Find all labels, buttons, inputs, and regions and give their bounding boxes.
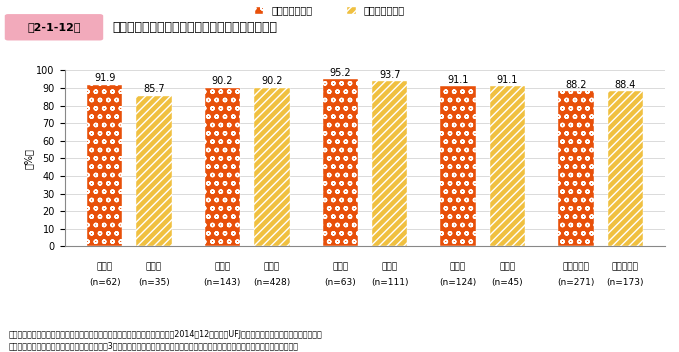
Bar (490, 86, 526, 246)
Text: (n=124): (n=124) (439, 278, 477, 287)
Bar (136, 95, 172, 246)
Text: 建設業: 建設業 (96, 262, 113, 271)
Text: 88.4: 88.4 (614, 80, 636, 89)
Text: 91.1: 91.1 (447, 75, 469, 85)
Bar (372, 81, 407, 246)
Text: (n=63): (n=63) (325, 278, 356, 287)
Text: 製造業: 製造業 (264, 262, 280, 271)
Text: 小売業: 小売業 (500, 262, 515, 271)
Text: (n=35): (n=35) (139, 278, 170, 287)
Text: 93.7: 93.7 (379, 70, 401, 80)
Bar (441, 86, 476, 246)
Text: 90.2: 90.2 (212, 76, 233, 86)
Text: 90.2: 90.2 (261, 76, 282, 86)
Bar (205, 88, 240, 246)
Text: 85.7: 85.7 (143, 84, 165, 94)
Bar (558, 91, 593, 246)
Bar (323, 79, 358, 246)
Text: （注）　「イノベーション活動状況」は、過去3年間に、プロダクト・イノベーション、プロセス・イノベーションのいずれかの項目の: （注） 「イノベーション活動状況」は、過去3年間に、プロダクト・イノベーション、… (8, 341, 298, 351)
Text: (n=143): (n=143) (204, 278, 241, 287)
Text: 製造業: 製造業 (215, 262, 230, 271)
Text: 需要志向型別に見たイノベーションの達成の状況: 需要志向型別に見たイノベーションの達成の状況 (112, 21, 277, 34)
Text: 第2-1-12図: 第2-1-12図 (27, 22, 81, 32)
Text: (n=45): (n=45) (492, 278, 524, 287)
Text: 卸売業: 卸売業 (332, 262, 348, 271)
Text: 小売業: 小売業 (450, 262, 466, 271)
Text: 95.2: 95.2 (329, 68, 351, 77)
Legend: 地域需要志向型, 広域需要志向型: 地域需要志向型, 広域需要志向型 (250, 1, 409, 19)
Text: (n=111): (n=111) (371, 278, 409, 287)
Text: 建設業: 建設業 (146, 262, 162, 271)
Text: (n=62): (n=62) (89, 278, 120, 287)
Text: (n=271): (n=271) (557, 278, 595, 287)
Y-axis label: （%）: （%） (24, 148, 34, 169)
Bar (608, 91, 643, 246)
Text: 91.9: 91.9 (94, 74, 115, 83)
Text: サービス業: サービス業 (562, 262, 589, 271)
Text: (n=173): (n=173) (606, 278, 644, 287)
Text: 卸売業: 卸売業 (382, 262, 398, 271)
Bar (87, 84, 122, 246)
Text: (n=428): (n=428) (253, 278, 291, 287)
Text: 91.1: 91.1 (497, 75, 518, 85)
Text: サービス業: サービス業 (612, 262, 639, 271)
Text: 資料：中小企業庁委託「「市場開拓」と「新たな取り組み」に関する調査」（2014年12月、三菱UFJリサーチ＆コンサルティング（株））: 資料：中小企業庁委託「「市場開拓」と「新たな取り組み」に関する調査」（2014年… (8, 330, 322, 339)
Bar (254, 88, 289, 246)
Text: 88.2: 88.2 (565, 80, 587, 90)
